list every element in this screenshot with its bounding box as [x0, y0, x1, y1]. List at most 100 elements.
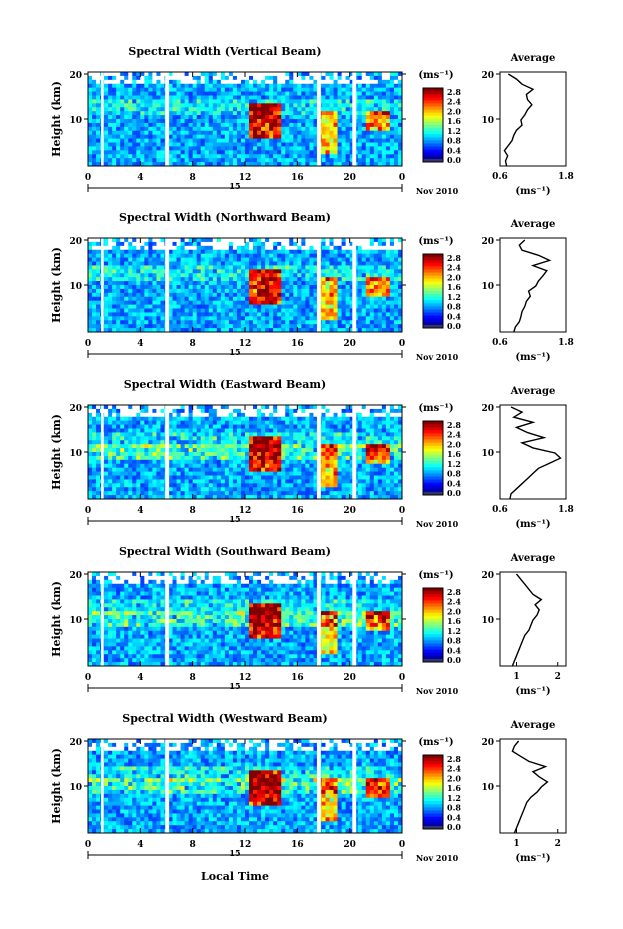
- heatmap-cell: [144, 495, 149, 500]
- heatmap-cell: [377, 273, 383, 278]
- heatmap-cell: [156, 308, 161, 313]
- heatmap-cell: [349, 72, 354, 77]
- heatmap-cell: [152, 162, 157, 167]
- heatmap-cell: [132, 107, 137, 112]
- heatmap-cell: [212, 292, 218, 298]
- heatmap-cell: [204, 308, 210, 313]
- heatmap-cell: [136, 324, 141, 329]
- heatmap-cell: [152, 158, 157, 163]
- heatmap-cell: [325, 238, 330, 243]
- heatmap-cell: [305, 142, 310, 147]
- heatmap-cell: [120, 154, 125, 159]
- heatmap-cell: [96, 95, 101, 100]
- heatmap-cell: [120, 111, 125, 116]
- heatmap-cell: [240, 130, 246, 135]
- heatmap-cell: [293, 130, 298, 135]
- heatmap-cell: [253, 436, 258, 441]
- heatmap-cell: [377, 154, 383, 159]
- colorbar-tick-label: 2.4: [447, 97, 461, 107]
- heatmap-cell: [208, 479, 214, 484]
- heatmap-cell: [192, 420, 197, 425]
- heatmap-cell: [269, 320, 274, 325]
- heatmap-cell: [277, 257, 282, 262]
- heatmap-cell: [365, 277, 371, 282]
- heatmap-cell: [152, 91, 157, 96]
- heatmap-cell: [184, 91, 189, 96]
- heatmap-cell: [389, 292, 395, 298]
- heatmap-cell: [172, 405, 177, 410]
- heatmap-cell: [325, 296, 330, 301]
- heatmap-cell: [88, 459, 93, 465]
- heatmap-cell: [124, 432, 129, 437]
- heatmap-cell: [148, 126, 153, 132]
- heatmap-cell: [224, 444, 230, 449]
- heatmap-cell: [200, 428, 206, 433]
- heatmap-cell: [124, 119, 129, 124]
- heatmap-cell: [180, 424, 185, 429]
- heatmap-cell: [200, 459, 206, 465]
- heatmap-cell: [397, 119, 403, 124]
- heatmap-cell: [104, 238, 109, 243]
- heatmap-cell: [240, 324, 246, 329]
- heatmap-cell: [381, 245, 387, 251]
- heatmap-cell: [212, 408, 218, 414]
- heatmap-cell: [325, 312, 330, 317]
- heatmap-cell: [253, 444, 258, 449]
- heatmap-cell: [285, 72, 290, 77]
- heatmap-cell: [188, 277, 193, 282]
- colorbar-segment: [423, 112, 443, 117]
- heatmap-cell: [108, 487, 113, 492]
- heatmap-cell: [381, 320, 387, 325]
- heatmap-cell: [172, 432, 177, 437]
- heatmap-cell: [148, 249, 153, 254]
- heatmap-cell: [136, 253, 141, 258]
- heatmap-cell: [305, 103, 310, 108]
- heatmap-cell: [180, 487, 185, 492]
- heatmap-cell: [397, 75, 403, 81]
- heatmap-cell: [136, 122, 141, 128]
- heatmap-cell: [136, 487, 141, 492]
- heatmap-cell: [265, 241, 270, 247]
- heatmap-cell: [188, 95, 193, 100]
- heatmap-cell: [277, 79, 282, 85]
- heatmap-cell: [253, 72, 258, 77]
- heatmap-cell: [136, 103, 141, 108]
- heatmap-cell: [148, 455, 153, 461]
- heatmap-cell: [373, 115, 379, 120]
- heatmap-cell: [128, 328, 133, 333]
- heatmap-cell: [369, 158, 375, 163]
- heatmap-cell: [333, 261, 338, 266]
- heatmap-cell: [329, 288, 334, 294]
- heatmap-cell: [188, 150, 193, 155]
- heatmap-cell: [216, 471, 222, 476]
- heatmap-cell: [228, 269, 234, 274]
- heatmap-cell: [112, 79, 117, 85]
- heatmap-cell: [249, 75, 254, 81]
- heatmap-cell: [88, 316, 93, 321]
- heatmap-cell: [329, 300, 334, 305]
- data-gap: [352, 238, 357, 332]
- heatmap-cell: [273, 111, 278, 116]
- heatmap-cell: [285, 79, 290, 85]
- heatmap-cell: [381, 122, 387, 128]
- heatmap-cell: [337, 99, 342, 104]
- heatmap-cell: [160, 75, 165, 81]
- heatmap-cell: [261, 122, 266, 128]
- heatmap-cell: [369, 111, 375, 116]
- heatmap-cell: [140, 448, 145, 453]
- heatmap-cell: [136, 416, 141, 421]
- heatmap-cell: [208, 95, 214, 100]
- heatmap-cell: [172, 467, 177, 472]
- heatmap-cell: [108, 483, 113, 488]
- heatmap-cell: [349, 300, 354, 305]
- heatmap-cell: [184, 312, 189, 317]
- heatmap-cell: [269, 285, 274, 290]
- heatmap-cell: [136, 483, 141, 488]
- heatmap-cell: [108, 122, 113, 128]
- heatmap-cell: [301, 154, 306, 159]
- heatmap-cell: [293, 296, 298, 301]
- heatmap-cell: [156, 111, 161, 116]
- heatmap-cell: [297, 146, 302, 151]
- heatmap-cell: [321, 261, 326, 266]
- heatmap-cell: [96, 122, 101, 128]
